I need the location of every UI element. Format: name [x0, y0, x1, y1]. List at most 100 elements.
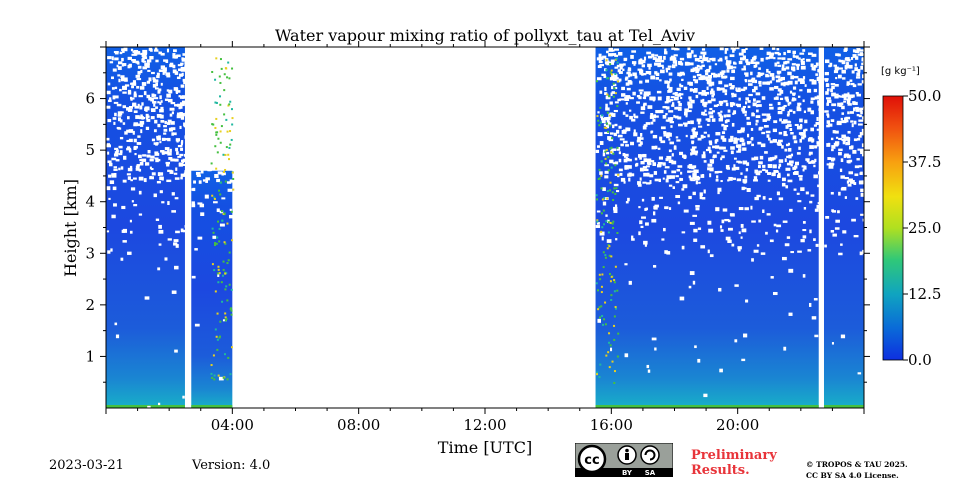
no-data-pixel	[642, 181, 647, 184]
no-data-pixel	[709, 159, 715, 164]
edge-pixel	[606, 190, 609, 193]
no-data-pixel	[784, 60, 790, 64]
edge-pixel	[601, 226, 604, 229]
no-data-pixel	[719, 102, 723, 106]
no-data-pixel	[722, 138, 727, 142]
no-data-pixel	[205, 124, 210, 128]
no-data-pixel	[608, 122, 612, 126]
no-data-pixel	[745, 101, 748, 105]
no-data-pixel	[691, 141, 694, 145]
no-data-pixel	[816, 141, 821, 145]
no-data-pixel	[183, 81, 187, 85]
no-data-pixel	[808, 151, 813, 155]
no-data-pixel	[696, 64, 700, 68]
no-data-pixel	[687, 165, 690, 169]
no-data-pixel	[602, 201, 607, 206]
no-data-pixel	[630, 54, 634, 59]
edge-pixel	[609, 114, 612, 117]
no-data-pixel	[623, 155, 627, 158]
no-data-pixel	[784, 158, 787, 163]
no-data-pixel	[608, 53, 613, 57]
no-data-pixel	[122, 179, 127, 183]
no-data-pixel	[832, 130, 836, 134]
no-data-pixel	[773, 223, 777, 227]
no-data-pixel	[707, 220, 712, 225]
edge-pixel	[611, 222, 614, 225]
no-data-pixel	[139, 105, 143, 110]
no-data-pixel	[112, 68, 117, 72]
edge-pixel	[219, 58, 222, 61]
no-data-pixel	[614, 101, 619, 104]
no-data-pixel	[782, 256, 787, 261]
no-data-pixel	[178, 163, 183, 167]
no-data-pixel	[668, 72, 673, 76]
no-data-pixel	[810, 63, 814, 67]
no-data-pixel	[700, 134, 704, 139]
no-data-pixel	[160, 65, 166, 70]
no-data-pixel	[799, 177, 803, 181]
no-data-pixel	[777, 93, 782, 96]
no-data-pixel	[785, 143, 789, 147]
preliminary-results-note: Preliminary Results.	[691, 448, 777, 478]
no-data-pixel	[158, 172, 164, 176]
no-data-pixel	[860, 213, 864, 216]
no-data-pixel	[727, 219, 731, 223]
no-data-pixel	[694, 150, 699, 154]
no-data-pixel	[677, 101, 681, 104]
no-data-pixel	[159, 141, 162, 144]
no-data-pixel	[695, 152, 698, 156]
no-data-pixel	[192, 113, 196, 116]
no-data-pixel	[699, 65, 703, 70]
edge-pixel	[216, 338, 219, 341]
no-data-pixel	[731, 85, 735, 88]
no-data-pixel	[217, 48, 222, 52]
no-data-pixel	[165, 161, 171, 165]
edge-pixel	[227, 104, 230, 107]
edge-pixel	[599, 106, 602, 109]
no-data-pixel	[225, 120, 229, 125]
no-data-pixel	[861, 143, 864, 148]
no-data-pixel	[619, 65, 623, 70]
heatmap-segment-3	[595, 47, 819, 408]
no-data-pixel	[200, 212, 205, 217]
edge-pixel	[595, 194, 598, 197]
copyright-line-2: CC BY SA 4.0 License.	[806, 471, 899, 480]
no-data-pixel	[732, 66, 737, 69]
no-data-pixel	[860, 65, 864, 70]
no-data-pixel	[619, 172, 623, 176]
no-data-pixel	[629, 81, 633, 85]
no-data-pixel	[793, 188, 797, 191]
edge-pixel	[614, 305, 617, 308]
no-data-pixel	[703, 160, 707, 163]
no-data-pixel	[679, 151, 684, 156]
no-data-pixel	[127, 167, 133, 172]
no-data-pixel	[855, 56, 859, 60]
no-data-pixel	[642, 96, 646, 99]
no-data-pixel	[673, 146, 677, 150]
no-data-pixel	[140, 123, 144, 127]
no-data-pixel	[737, 87, 741, 91]
no-data-pixel	[742, 108, 745, 113]
no-data-pixel	[743, 65, 746, 69]
cc-by-text: BY	[622, 469, 633, 477]
no-data-pixel	[702, 54, 706, 58]
edge-pixel	[612, 152, 615, 155]
edge-pixel	[599, 121, 602, 124]
no-data-pixel	[639, 141, 643, 145]
no-data-pixel	[737, 246, 742, 250]
no-data-pixel	[719, 225, 723, 229]
no-data-pixel	[851, 70, 855, 74]
edge-pixel	[210, 162, 213, 165]
no-data-pixel	[199, 110, 203, 114]
no-data-pixel	[730, 47, 735, 50]
no-data-pixel	[761, 113, 767, 116]
no-data-pixel	[647, 105, 653, 109]
no-data-pixel	[191, 203, 196, 208]
no-data-pixel	[195, 171, 201, 175]
no-data-pixel	[791, 63, 796, 66]
no-data-pixel	[862, 116, 864, 120]
no-data-pixel	[219, 165, 225, 169]
no-data-pixel	[149, 176, 154, 180]
no-data-pixel	[142, 56, 148, 60]
no-data-pixel	[854, 67, 858, 71]
